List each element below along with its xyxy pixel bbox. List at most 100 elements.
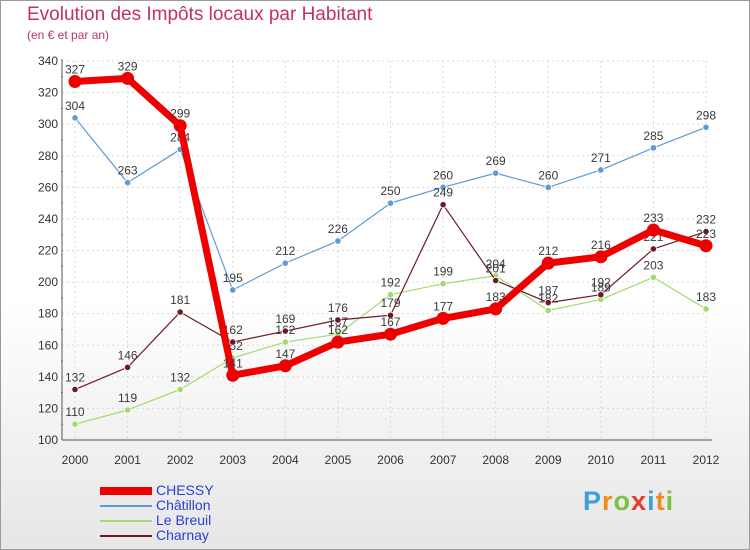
data-point-charnay <box>649 245 658 253</box>
brand-letter: i <box>665 486 675 516</box>
x-tick-label: 2011 <box>641 453 667 467</box>
y-tick-label: 120 <box>38 401 58 415</box>
data-point-ch-tillon <box>229 286 237 294</box>
data-point-charnay <box>597 291 605 299</box>
data-label-ch-tillon: 260 <box>538 168 558 182</box>
y-tick-label: 180 <box>38 307 58 321</box>
data-point-chessy <box>436 311 450 325</box>
data-point-le-breuil <box>176 385 184 394</box>
legend-label-chessy: CHESSY <box>156 482 214 498</box>
y-tick-label: 100 <box>38 433 58 447</box>
data-point-chessy <box>121 71 135 85</box>
data-label-ch-tillon: 212 <box>275 244 295 258</box>
data-point-ch-tillon <box>649 144 658 152</box>
data-label-charnay: 181 <box>170 293 190 307</box>
data-point-ch-tillon <box>702 123 710 131</box>
data-point-le-breuil <box>649 273 658 281</box>
data-label-le-breuil: 183 <box>696 290 716 304</box>
brand-letter: i <box>647 486 656 516</box>
x-tick-label: 2012 <box>693 453 720 467</box>
data-label-chessy: 233 <box>643 211 663 225</box>
data-point-chessy <box>173 119 187 133</box>
x-tick-label: 2007 <box>430 453 457 467</box>
data-label-le-breuil: 199 <box>433 265 453 279</box>
data-point-chessy <box>594 250 608 264</box>
x-tick-label: 2006 <box>377 453 404 467</box>
data-point-chessy <box>541 256 555 270</box>
data-label-charnay: 249 <box>433 186 453 200</box>
data-label-le-breuil: 192 <box>380 276 400 290</box>
data-point-ch-tillon <box>71 114 79 122</box>
data-label-chessy: 216 <box>591 238 611 252</box>
data-label-le-breuil: 204 <box>486 257 506 271</box>
data-label-le-breuil: 203 <box>643 258 663 272</box>
legend-swatch-chessy <box>100 487 152 495</box>
data-point-charnay <box>386 311 395 319</box>
data-point-charnay <box>281 327 289 335</box>
data-label-chessy: 327 <box>65 63 85 77</box>
data-point-chessy <box>331 335 345 349</box>
data-point-ch-tillon <box>492 169 500 177</box>
data-point-ch-tillon <box>544 183 552 191</box>
chart-subtitle: (en € et par an) <box>27 28 110 42</box>
data-label-charnay: 162 <box>223 323 243 337</box>
brand-letter: x <box>631 486 648 516</box>
data-label-le-breuil: 110 <box>65 405 84 419</box>
data-label-ch-tillon: 304 <box>65 99 85 113</box>
data-label-chessy: 167 <box>380 315 400 329</box>
data-label-charnay: 132 <box>65 370 85 384</box>
data-point-ch-tillon <box>123 178 132 187</box>
data-point-chessy <box>384 327 397 341</box>
x-tick-label: 2005 <box>325 453 352 467</box>
data-label-charnay: 187 <box>538 284 558 298</box>
y-tick-label: 220 <box>38 244 58 258</box>
data-point-charnay <box>176 308 184 316</box>
data-point-le-breuil <box>123 406 132 414</box>
data-point-charnay <box>71 385 79 394</box>
data-label-ch-tillon: 269 <box>486 154 506 168</box>
data-label-le-breuil: 119 <box>118 391 137 405</box>
data-label-chessy: 212 <box>538 244 558 258</box>
legend-swatch-le-breuil <box>100 520 152 522</box>
data-point-le-breuil <box>439 280 447 288</box>
data-label-ch-tillon: 250 <box>380 184 400 198</box>
x-tick-label: 2009 <box>535 453 562 467</box>
data-point-charnay <box>702 227 710 236</box>
x-tick-label: 2000 <box>62 453 89 467</box>
x-tick-label: 2003 <box>219 453 246 467</box>
data-point-chessy <box>646 223 660 237</box>
data-label-chessy: 183 <box>486 290 506 304</box>
brand-logo: Proxiti <box>583 486 674 517</box>
data-label-ch-tillon: 226 <box>328 222 348 236</box>
data-label-chessy: 147 <box>275 347 295 361</box>
y-tick-label: 160 <box>38 338 58 352</box>
data-point-charnay <box>544 299 552 307</box>
data-point-charnay <box>492 276 500 285</box>
data-label-chessy: 329 <box>118 59 138 73</box>
data-label-charnay: 179 <box>380 296 400 310</box>
data-label-ch-tillon: 263 <box>118 164 138 178</box>
data-point-chessy <box>278 359 292 373</box>
legend-label-chatillon: Châtillon <box>156 497 211 513</box>
y-tick-label: 260 <box>38 180 58 194</box>
data-label-ch-tillon: 285 <box>643 129 663 143</box>
data-point-le-breuil <box>71 420 79 428</box>
data-label-chessy: 177 <box>433 299 453 313</box>
legend-swatch-chatillon <box>100 505 152 507</box>
data-label-ch-tillon: 260 <box>433 168 453 182</box>
data-point-ch-tillon <box>334 237 342 245</box>
data-point-le-breuil <box>281 338 289 346</box>
data-point-charnay <box>229 338 237 346</box>
data-label-charnay: 232 <box>696 213 716 227</box>
chart-title: Evolution des Impôts locaux par Habitant <box>27 4 373 25</box>
data-point-charnay <box>334 316 342 324</box>
x-tick-label: 2004 <box>272 453 299 467</box>
data-point-ch-tillon <box>597 166 605 174</box>
brand-letter: o <box>613 486 632 516</box>
data-point-ch-tillon <box>281 259 289 267</box>
data-point-charnay <box>123 363 132 371</box>
brand-letter: r <box>602 486 614 516</box>
y-tick-label: 200 <box>38 275 58 289</box>
